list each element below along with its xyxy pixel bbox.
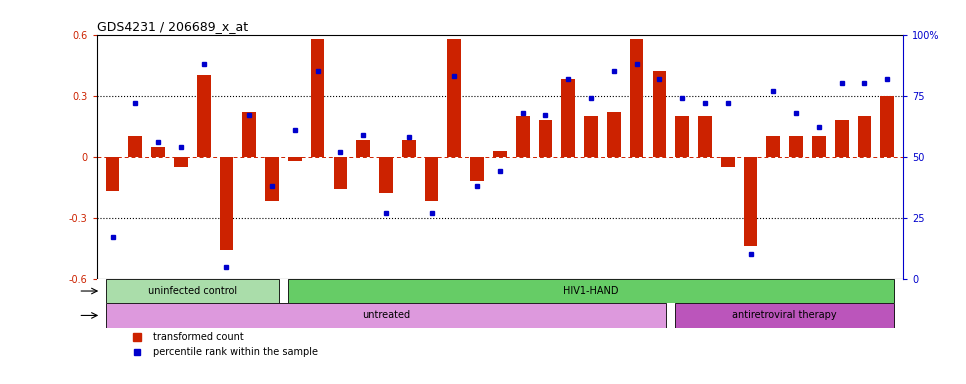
Bar [653, 71, 667, 157]
Bar [242, 112, 256, 157]
Bar [539, 120, 553, 157]
Bar [152, 147, 165, 157]
Bar [197, 75, 211, 157]
Bar [880, 96, 895, 157]
Bar [447, 39, 461, 157]
Bar [789, 136, 803, 157]
Bar [675, 116, 689, 157]
Bar [219, 157, 234, 250]
Bar [288, 157, 301, 161]
Bar [584, 116, 598, 157]
Bar [607, 112, 621, 157]
Bar [425, 157, 439, 202]
Bar [766, 136, 781, 157]
Bar [630, 39, 643, 157]
Bar [516, 116, 529, 157]
Bar [333, 157, 347, 189]
Bar [835, 120, 848, 157]
Text: percentile rank within the sample: percentile rank within the sample [153, 347, 318, 357]
Bar [105, 303, 667, 328]
Text: HIV1-HAND: HIV1-HAND [563, 286, 619, 296]
Bar [744, 157, 757, 246]
Bar [128, 136, 142, 157]
Text: antiretroviral therapy: antiretroviral therapy [732, 310, 837, 320]
Bar [561, 79, 575, 157]
Bar [288, 279, 895, 303]
Bar [721, 157, 734, 167]
Bar [470, 157, 484, 181]
Text: GDS4231 / 206689_x_at: GDS4231 / 206689_x_at [97, 20, 247, 33]
Bar [105, 157, 120, 191]
Bar [402, 141, 415, 157]
Bar [698, 116, 712, 157]
Text: transformed count: transformed count [153, 332, 243, 342]
Bar [174, 157, 187, 167]
Bar [493, 151, 507, 157]
Bar [379, 157, 393, 193]
Bar [311, 39, 325, 157]
Bar [675, 303, 895, 328]
Bar [266, 157, 279, 202]
Text: uninfected control: uninfected control [148, 286, 237, 296]
Text: untreated: untreated [362, 310, 410, 320]
Bar [105, 279, 279, 303]
Bar [812, 136, 826, 157]
Bar [356, 141, 370, 157]
Bar [858, 116, 871, 157]
